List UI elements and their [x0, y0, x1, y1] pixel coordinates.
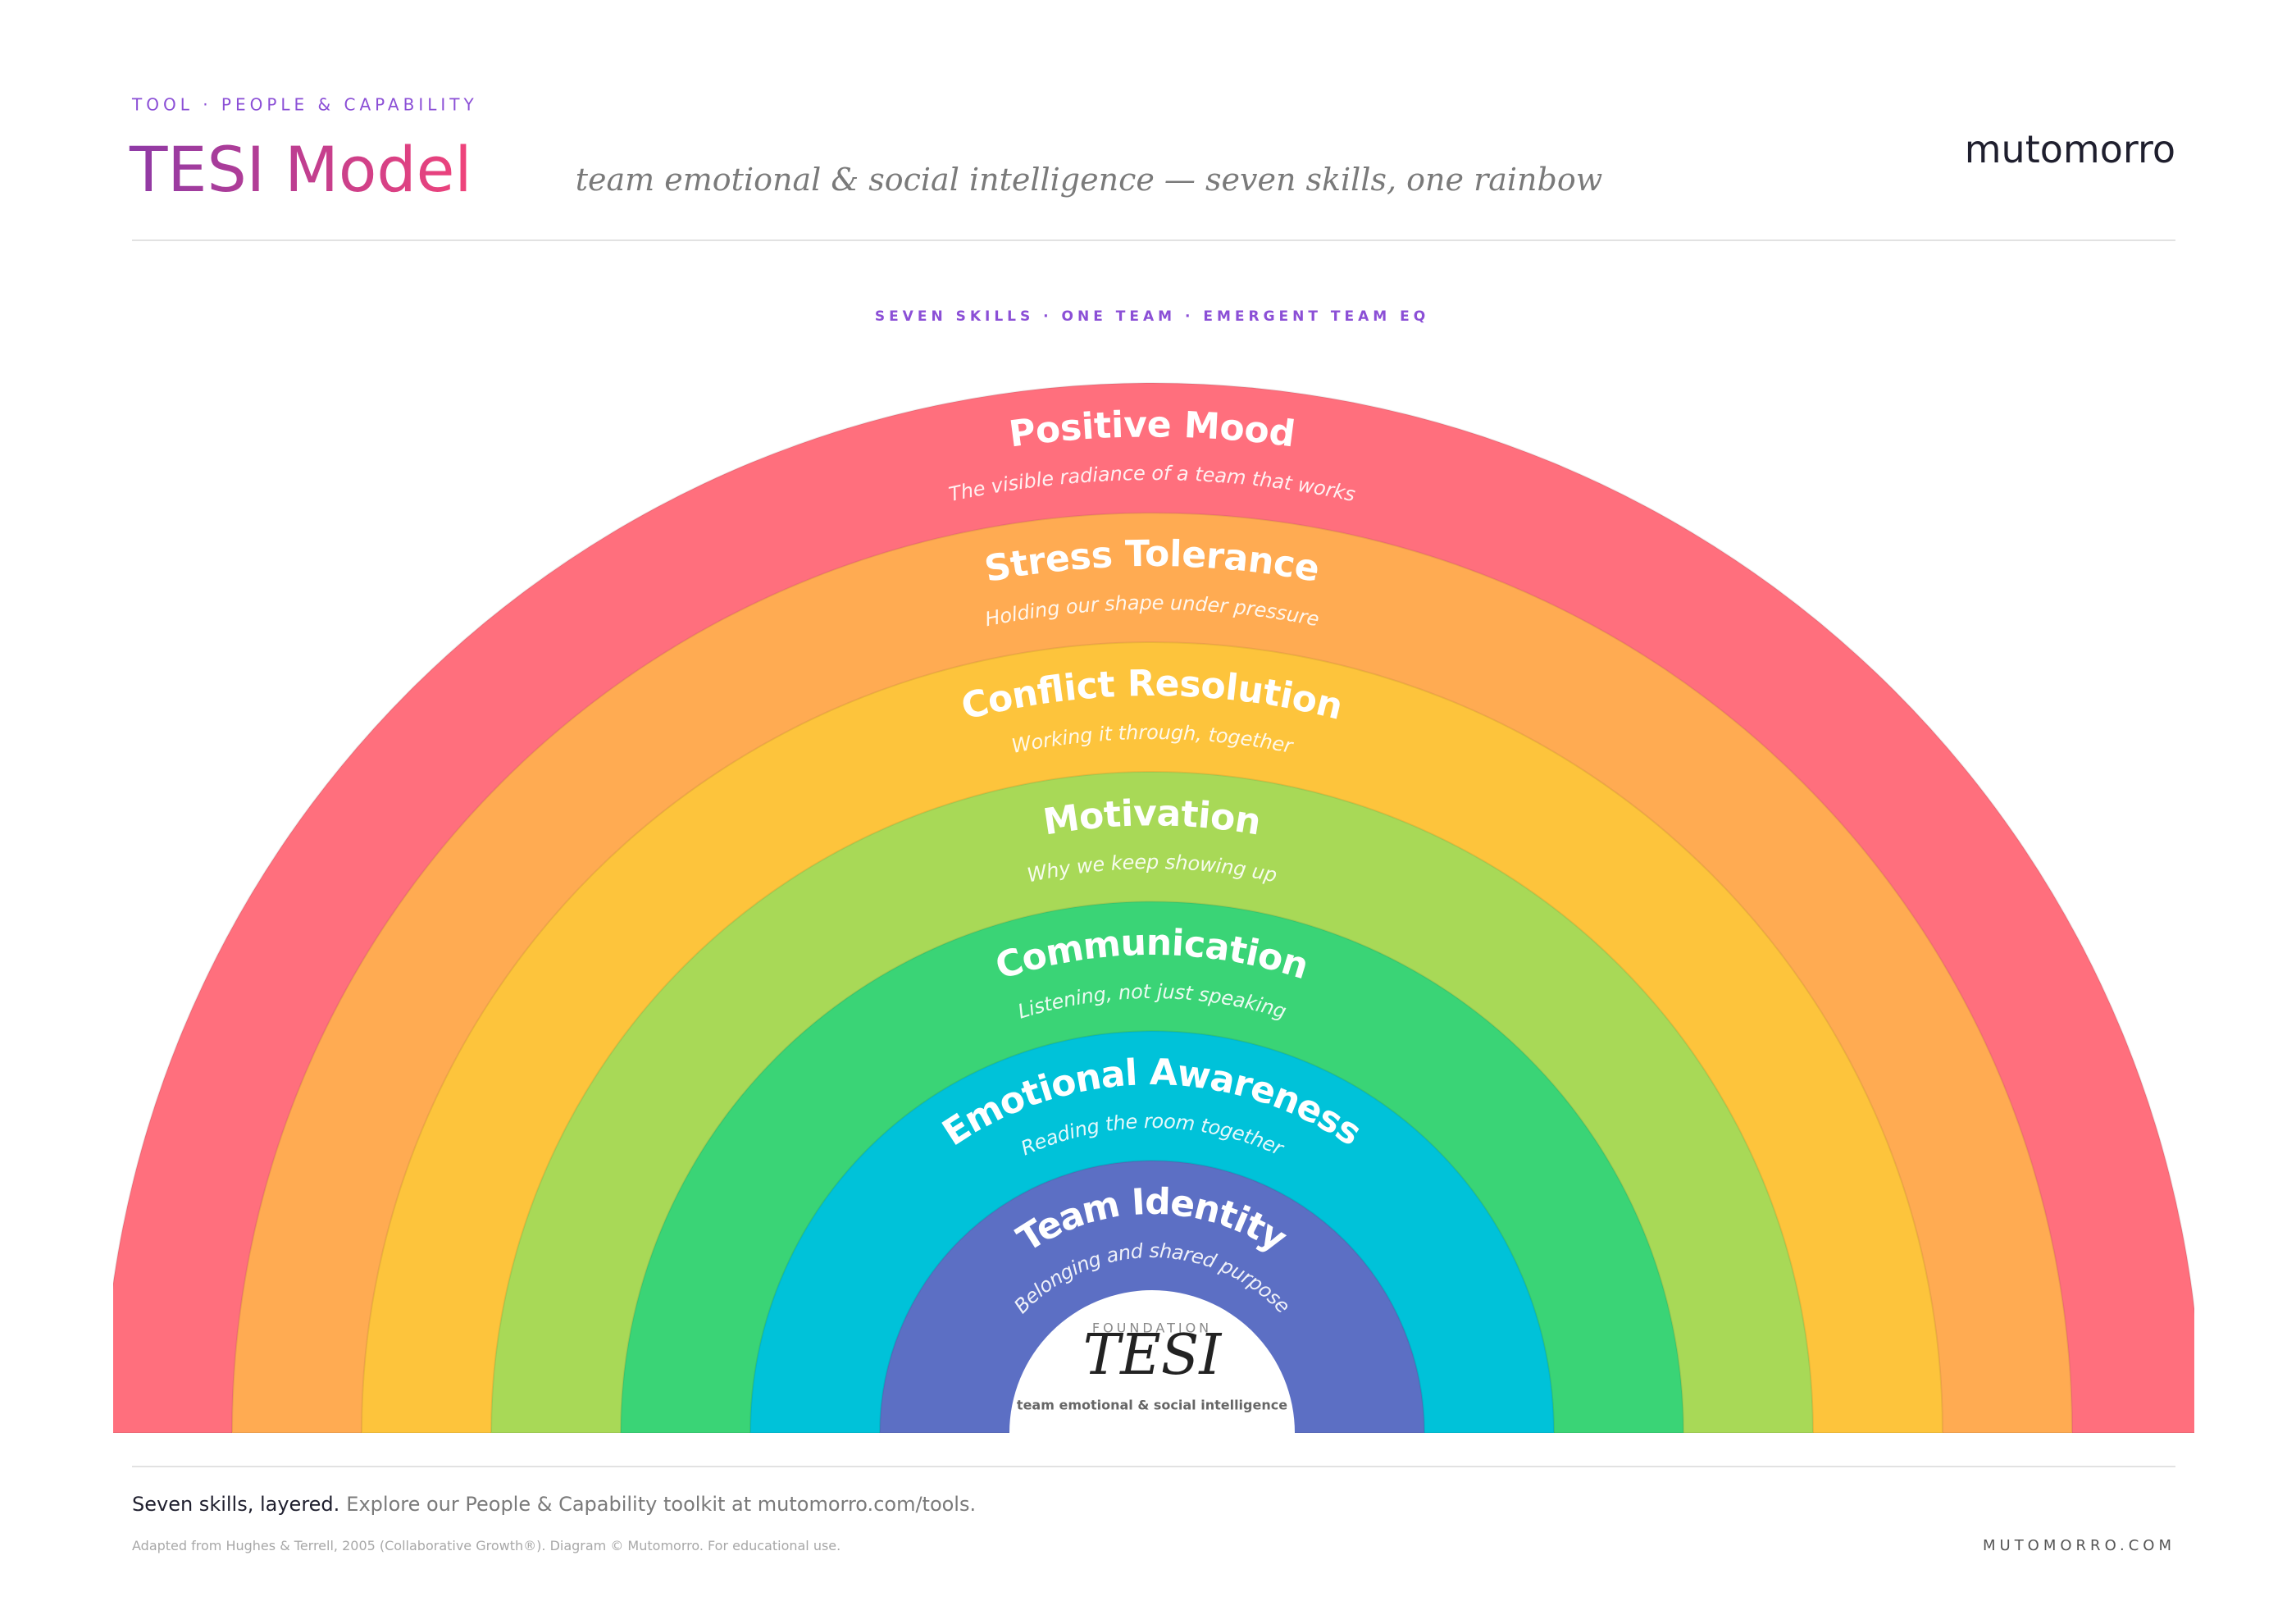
center-caption: team emotional & social intelligence — [1017, 1398, 1287, 1413]
page-title: TESI Model — [129, 133, 472, 206]
footer-credit: Adapted from Hughes & Terrell, 2005 (Col… — [132, 1538, 840, 1553]
subtitle: team emotional & social intelligence — s… — [576, 162, 1603, 198]
footer-line: Seven skills, layered. Explore our People… — [132, 1493, 976, 1516]
footer-lead: Seven skills, layered. — [132, 1493, 339, 1516]
footer-site: MUTOMORRO.COM — [1983, 1537, 2175, 1554]
kicker: SEVEN SKILLS · ONE TEAM · EMERGENT TEAM … — [875, 308, 1429, 325]
center-disc — [1009, 1290, 1295, 1433]
footer-text: Explore our People & Capability toolkit … — [346, 1493, 976, 1516]
eyebrow: TOOL · PEOPLE & CAPABILITY — [131, 95, 478, 115]
rainbow — [113, 382, 2194, 1433]
center-title: TESI — [1083, 1323, 1223, 1388]
center-label: FOUNDATION — [1092, 1321, 1212, 1336]
brand: mutomorro — [1965, 127, 2175, 171]
